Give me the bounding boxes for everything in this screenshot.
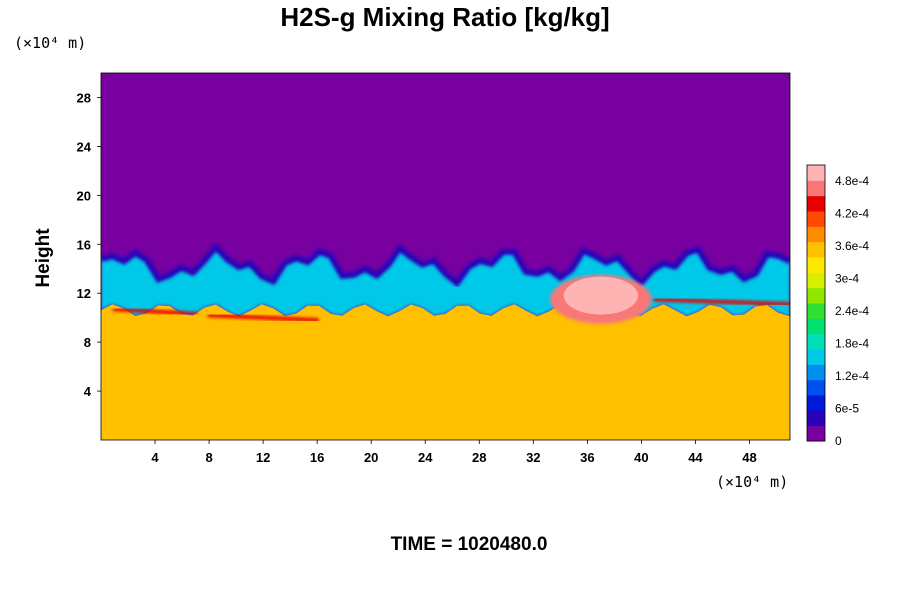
- colorbar-label: 3e-4: [835, 272, 859, 286]
- plot-frame: [100, 72, 791, 441]
- y-axis: 4 8 12 16 20 24 28: [77, 90, 101, 399]
- colorbar: 0 6e-5 1.2e-4 1.8e-4 2.4e-4 3e-4 3.6e-4 4.2e-4 4…: [806, 164, 869, 448]
- chart-title: H2S-g Mixing Ratio [kg/kg]: [280, 2, 609, 32]
- colorbar-frame: [806, 164, 826, 442]
- colorbar-swatch: [807, 287, 825, 304]
- colorbar-swatch: [807, 395, 825, 411]
- x-tick-label: 36: [580, 450, 594, 465]
- colorbar-swatch: [807, 425, 825, 442]
- y-axis-label: Height: [33, 228, 54, 288]
- heatmap-field: [101, 73, 790, 440]
- y-tick-label: 12: [77, 286, 91, 301]
- time-label: TIME = 1020480.0: [391, 534, 548, 555]
- region-interface-fringe: [101, 242, 790, 288]
- colorbar-swatch: [807, 195, 825, 212]
- region-plume: [563, 276, 639, 315]
- streak-1: [207, 313, 320, 323]
- y-tick-label: 20: [77, 188, 91, 203]
- colorbar-label: 4.8e-4: [835, 174, 869, 188]
- colorbar-swatch: [807, 410, 825, 427]
- colorbar-label: 2.4e-4: [835, 304, 869, 318]
- y-tick-label: 16: [77, 237, 91, 252]
- colorbar-swatch: [807, 257, 825, 273]
- x-tick-label: 44: [688, 450, 703, 465]
- x-tick-label: 24: [418, 450, 433, 465]
- x-tick-label: 16: [310, 450, 324, 465]
- colorbar-swatch: [807, 349, 825, 365]
- colorbar-swatch: [807, 241, 825, 258]
- x-tick-label: 4: [151, 450, 159, 465]
- x-axis-unit: (×10⁴ m): [716, 473, 788, 491]
- streak-0: [112, 307, 198, 316]
- x-tick-label: 8: [205, 450, 212, 465]
- colorbar-swatch: [807, 272, 825, 289]
- colorbar-swatch: [807, 303, 825, 319]
- colorbar-label: 4.2e-4: [835, 207, 869, 221]
- x-tick-label: 20: [364, 450, 378, 465]
- colorbar-swatch: [807, 364, 825, 381]
- colorbar-swatch: [807, 165, 825, 181]
- y-tick-label: 24: [77, 139, 92, 154]
- colorbar-swatch: [807, 211, 825, 227]
- y-tick-label: 28: [77, 90, 91, 105]
- y-tick-label: 4: [84, 384, 92, 399]
- x-tick-label: 48: [742, 450, 756, 465]
- y-axis-unit: (×10⁴ m): [14, 34, 86, 52]
- colorbar-swatch: [807, 318, 825, 335]
- colorbar-label: 1.2e-4: [835, 369, 869, 383]
- x-tick-label: 12: [256, 450, 270, 465]
- colorbar-label: 3.6e-4: [835, 239, 869, 253]
- colorbar-swatch: [807, 333, 825, 350]
- streak-2: [652, 297, 790, 307]
- x-tick-label: 40: [634, 450, 648, 465]
- region-lower: [101, 304, 790, 440]
- x-tick-label: 32: [526, 450, 540, 465]
- colorbar-label: 6e-5: [835, 402, 859, 416]
- y-tick-label: 8: [84, 335, 91, 350]
- colorbar-label: 0: [835, 434, 842, 448]
- colorbar-swatch: [807, 379, 825, 396]
- colorbar-swatch: [807, 226, 825, 243]
- colorbar-label: 1.8e-4: [835, 337, 869, 351]
- x-axis: 4 8 12 16 20 24 28 32 36 40 44 48: [151, 440, 757, 465]
- x-tick-label: 28: [472, 450, 486, 465]
- colorbar-swatch: [807, 180, 825, 197]
